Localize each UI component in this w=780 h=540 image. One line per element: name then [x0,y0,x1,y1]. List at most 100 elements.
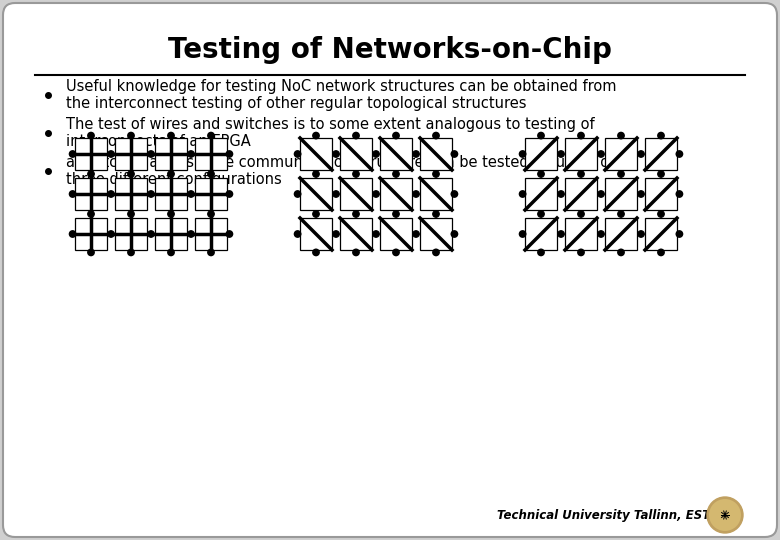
Circle shape [188,231,194,237]
Circle shape [88,171,94,177]
Text: Useful knowledge for testing NoC network structures can be obtained from
the int: Useful knowledge for testing NoC network… [66,79,616,111]
Circle shape [313,249,319,255]
Bar [420,138,452,170]
Bar [525,178,557,210]
Circle shape [69,151,76,157]
Circle shape [128,132,134,139]
Circle shape [108,191,114,197]
Bar [420,178,452,210]
Circle shape [578,249,584,255]
Circle shape [537,171,544,177]
Circle shape [294,191,301,197]
Circle shape [188,151,194,157]
Circle shape [433,132,439,139]
Circle shape [433,249,439,255]
Circle shape [207,132,215,139]
Bar [155,178,187,210]
Circle shape [519,151,526,157]
Bar [195,138,227,170]
Circle shape [128,171,134,177]
Circle shape [658,132,665,139]
Circle shape [353,132,360,139]
Circle shape [147,151,154,157]
Circle shape [88,249,94,255]
Circle shape [618,132,624,139]
Bar [340,138,372,170]
Text: Technical University Tallinn, ESTONIA: Technical University Tallinn, ESTONIA [497,509,743,522]
Circle shape [333,151,339,157]
Circle shape [128,249,134,255]
Bar [340,218,372,250]
Circle shape [413,231,419,237]
Circle shape [638,231,644,237]
Circle shape [597,151,604,157]
Circle shape [69,231,76,237]
Bar [605,138,637,170]
Circle shape [578,171,584,177]
Circle shape [519,191,526,197]
Circle shape [597,191,604,197]
Circle shape [578,132,584,139]
Circle shape [676,191,682,197]
Circle shape [537,211,544,217]
Circle shape [168,132,174,139]
Circle shape [147,231,154,237]
Circle shape [451,231,458,237]
Circle shape [558,231,564,237]
Circle shape [537,132,544,139]
Circle shape [294,151,301,157]
Bar [155,138,187,170]
Circle shape [313,211,319,217]
Circle shape [207,211,215,217]
Circle shape [707,497,743,533]
Circle shape [451,151,458,157]
Circle shape [294,231,301,237]
Circle shape [168,211,174,217]
FancyBboxPatch shape [3,3,777,537]
Circle shape [373,231,379,237]
Circle shape [393,132,399,139]
Circle shape [393,211,399,217]
Bar [75,138,107,170]
Circle shape [168,249,174,255]
Circle shape [638,191,644,197]
Circle shape [558,151,564,157]
Circle shape [451,191,458,197]
Bar [115,178,147,210]
Circle shape [108,151,114,157]
Circle shape [433,211,439,217]
Bar [115,138,147,170]
Circle shape [638,151,644,157]
Circle shape [393,171,399,177]
Circle shape [333,231,339,237]
Bar [605,178,637,210]
Circle shape [658,171,665,177]
Bar [75,218,107,250]
Circle shape [373,191,379,197]
Text: Testing of Networks-on-Chip: Testing of Networks-on-Chip [168,36,612,64]
Circle shape [353,171,360,177]
Circle shape [676,231,682,237]
Circle shape [618,249,624,255]
Bar [525,218,557,250]
Circle shape [658,249,665,255]
Circle shape [709,499,741,531]
Bar [195,178,227,210]
Circle shape [618,171,624,177]
Circle shape [373,151,379,157]
Circle shape [578,211,584,217]
Circle shape [658,211,665,217]
Circle shape [433,171,439,177]
Bar [380,138,412,170]
Bar [645,178,677,210]
Bar [300,138,332,170]
Text: The test of wires and switches is to some extent analogous to testing of
interco: The test of wires and switches is to som… [66,117,594,149]
Bar [340,178,372,210]
Circle shape [537,249,544,255]
Text: a switch in a mesh-like communication structure can be tested by using only
thre: a switch in a mesh-like communication st… [66,155,631,187]
Circle shape [413,151,419,157]
Circle shape [558,191,564,197]
Circle shape [88,132,94,139]
Circle shape [676,151,682,157]
Bar [565,218,597,250]
